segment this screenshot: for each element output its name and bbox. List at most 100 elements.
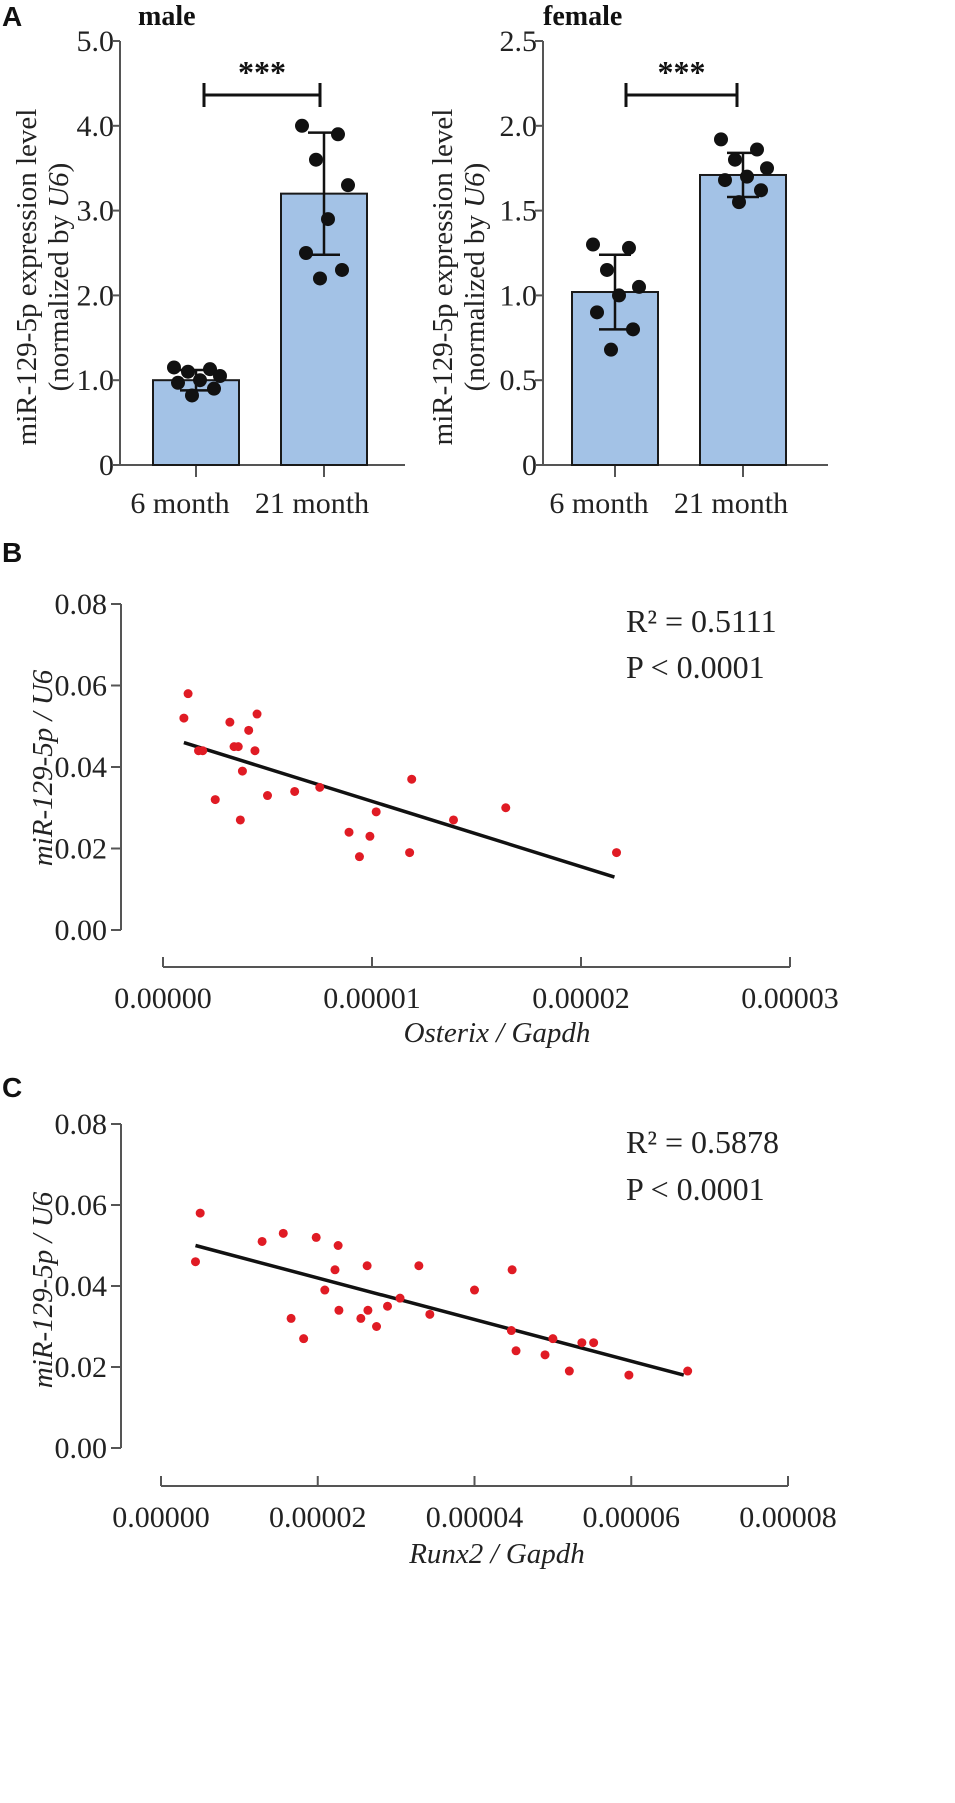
x-tick-label: 0.00004 [426, 1501, 524, 1534]
significance-label: *** [658, 54, 706, 90]
y-axis-label-line2: (normalized by U6) [459, 163, 491, 392]
x-category-label: 6 month [549, 487, 648, 520]
y-tick-label: 0 [522, 449, 537, 482]
y-tick-label: 4.0 [77, 110, 115, 143]
data-point [341, 178, 355, 193]
data-point [740, 169, 754, 184]
data-point [754, 183, 768, 198]
data-point [714, 132, 728, 147]
regression-line [183, 740, 615, 879]
data-point [728, 152, 742, 167]
y-tick-label: 0.06 [55, 1189, 108, 1222]
data-point [732, 195, 746, 210]
y-axis-label: miR-129-5p / U6 [27, 669, 59, 866]
y-tick-label: 0 [99, 449, 114, 482]
data-point [183, 689, 193, 699]
data-point [506, 1326, 516, 1336]
data-point [356, 1313, 366, 1323]
x-tick-label: 0.00001 [323, 982, 421, 1015]
data-point [252, 709, 262, 719]
data-point [511, 1346, 521, 1356]
data-point [299, 1334, 309, 1344]
data-point [507, 1265, 517, 1275]
data-point [612, 288, 626, 303]
data-point [213, 368, 227, 383]
data-point [193, 373, 207, 388]
data-point [335, 262, 349, 277]
y-tick-label: 1.0 [77, 364, 115, 397]
y-tick-label: 0.06 [55, 670, 108, 703]
data-point [333, 1241, 343, 1250]
p-value-label: P < 0.0001 [626, 649, 765, 685]
data-point [577, 1338, 587, 1348]
y-tick-label: 2.0 [500, 110, 538, 143]
runx2-scatter-chart: miR-129-5p / U6 Runx2 / Gapdh 0.00 0.02 … [27, 1108, 837, 1570]
y-axis-label-line1: miR-129-5p expression level [427, 109, 459, 446]
data-point [622, 240, 636, 255]
y-axis-label-line2: (normalized by U6) [43, 163, 75, 392]
data-point [501, 803, 511, 813]
chart-title: male [138, 1, 196, 32]
female-bar-chart: female miR-129-5p expression level (norm… [427, 1, 828, 520]
data-point [760, 161, 774, 176]
data-point [320, 1285, 330, 1295]
data-point [564, 1366, 574, 1376]
data-point [263, 791, 272, 801]
data-point [198, 746, 208, 756]
data-point [371, 807, 381, 817]
data-point [626, 322, 640, 337]
data-point [590, 305, 604, 320]
data-point [548, 1334, 558, 1344]
data-point [372, 1322, 382, 1331]
y-tick-label: 0.00 [55, 1432, 108, 1465]
panel-letter-b: B [2, 537, 22, 568]
data-point [425, 1309, 435, 1319]
data-point [365, 831, 375, 841]
data-point [190, 1257, 200, 1267]
data-point [612, 848, 622, 858]
y-axis-label: miR-129-5p expression level (normalized … [427, 109, 491, 446]
y-tick-label: 0.04 [55, 1270, 108, 1303]
x-tick-label: 0.00002 [532, 982, 630, 1015]
data-point [383, 1301, 393, 1311]
y-tick-label: 2.5 [500, 25, 538, 58]
data-point [330, 1265, 340, 1275]
data-point [589, 1338, 599, 1348]
data-point [470, 1285, 479, 1295]
y-tick-label: 5.0 [77, 25, 115, 58]
data-point [331, 127, 345, 142]
x-tick-label: 0.00003 [741, 982, 839, 1015]
data-point [286, 1313, 296, 1323]
x-axis-label: Runx2 / Gapdh [408, 1538, 585, 1570]
p-value-label: P < 0.0001 [626, 1171, 765, 1207]
data-point [600, 262, 614, 277]
x-category-label: 6 month [130, 487, 229, 520]
data-point [237, 766, 247, 776]
data-point [225, 717, 235, 727]
data-point [207, 381, 221, 396]
data-point [167, 360, 181, 375]
r-squared-label: R² = 0.5878 [626, 1124, 779, 1160]
data-point [344, 827, 354, 837]
data-point [414, 1261, 424, 1271]
data-point [203, 362, 217, 377]
y-tick-label: 2.0 [77, 279, 115, 312]
y-tick-label: 1.5 [500, 195, 538, 228]
y-tick-label: 0.08 [55, 1108, 108, 1141]
y-tick-label: 1.0 [500, 279, 538, 312]
data-point [586, 237, 600, 252]
bar [699, 173, 787, 466]
x-category-label: 21 month [674, 487, 788, 520]
data-point [313, 271, 327, 286]
data-point [395, 1293, 405, 1303]
data-point [407, 774, 417, 784]
data-point [604, 342, 618, 357]
x-category-label: 21 month [255, 487, 369, 520]
y-tick-label: 0.5 [500, 364, 538, 397]
data-point [718, 173, 732, 188]
data-point [750, 142, 764, 157]
regression-line [195, 1243, 685, 1377]
data-point [244, 725, 254, 735]
y-axis-label: miR-129-5p / U6 [27, 1191, 59, 1388]
